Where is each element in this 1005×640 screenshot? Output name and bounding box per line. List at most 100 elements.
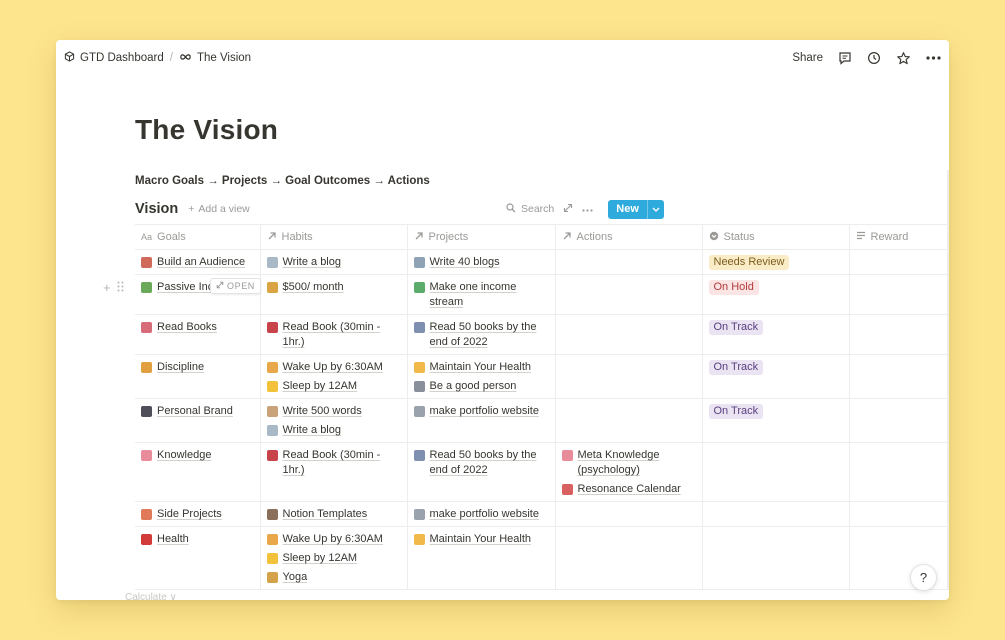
actions-cell[interactable] — [555, 354, 703, 399]
add-view-button[interactable]: + Add a view — [188, 203, 250, 215]
relation-item[interactable]: Meta Knowledge (psychology) — [561, 448, 696, 478]
relation-item[interactable]: Maintain Your Health — [413, 360, 549, 375]
table-row[interactable]: Read Books Read Book (30min - 1hr.) Read 5… — [135, 314, 949, 355]
chevron-down-icon[interactable] — [646, 199, 664, 219]
habits-cell[interactable]: Wake Up by 6:30AM Sleep by 12AM — [260, 354, 408, 399]
column-header-reward[interactable]: Reward — [849, 224, 949, 250]
status-cell[interactable] — [702, 442, 850, 502]
habits-cell[interactable]: Write 500 words Write a blog — [260, 398, 408, 443]
reward-cell[interactable] — [849, 501, 949, 527]
help-button[interactable]: ? — [910, 564, 937, 591]
row-handle[interactable]: + — [103, 280, 124, 295]
projects-cell[interactable]: make portfolio website — [407, 398, 556, 443]
search-button[interactable]: Search — [506, 202, 554, 216]
table-row[interactable]: Side Projects Notion Templates make portfo… — [135, 501, 949, 527]
actions-cell[interactable] — [555, 526, 703, 590]
share-button[interactable]: Share — [792, 52, 823, 64]
habits-cell[interactable]: Read Book (30min - 1hr.) — [260, 314, 408, 355]
goal-cell[interactable]: Health — [135, 526, 261, 590]
projects-cell[interactable]: make portfolio website — [407, 501, 556, 527]
relation-item[interactable]: Sleep by 12AM — [266, 379, 401, 394]
table-row[interactable]: Knowledge Read Book (30min - 1hr.) Read 50… — [135, 442, 949, 502]
new-button[interactable]: New — [608, 199, 664, 219]
goal-title[interactable]: Personal Brand — [141, 404, 254, 419]
column-header-projects[interactable]: Projects — [407, 224, 556, 250]
view-more-options-icon[interactable] — [582, 203, 593, 215]
reward-cell[interactable] — [849, 249, 949, 275]
relation-item[interactable]: Write 500 words — [266, 404, 401, 419]
goal-title[interactable]: Health — [141, 532, 254, 547]
status-cell[interactable]: On Track — [702, 354, 850, 399]
breadcrumb-gtd-dashboard[interactable]: GTD Dashboard — [60, 49, 168, 67]
habits-cell[interactable]: Notion Templates — [260, 501, 408, 527]
comment-icon[interactable] — [835, 49, 855, 67]
actions-cell[interactable] — [555, 274, 703, 315]
projects-cell[interactable]: Make one income stream — [407, 274, 556, 315]
relation-item[interactable]: make portfolio website — [413, 507, 549, 522]
goal-cell[interactable]: Discipline — [135, 354, 261, 399]
actions-cell[interactable] — [555, 314, 703, 355]
goal-title[interactable]: Build an Audience — [141, 255, 254, 270]
reward-cell[interactable] — [849, 442, 949, 502]
relation-item[interactable]: Make one income stream — [413, 280, 549, 310]
add-row-icon[interactable]: + — [103, 280, 111, 295]
relation-item[interactable]: Wake Up by 6:30AM — [266, 360, 401, 375]
actions-cell[interactable]: Meta Knowledge (psychology) Resonance Cal… — [555, 442, 703, 502]
relation-item[interactable]: Read Book (30min - 1hr.) — [266, 320, 401, 350]
relation-item[interactable]: Read 50 books by the end of 2022 — [413, 320, 549, 350]
status-cell[interactable] — [702, 501, 850, 527]
relation-item[interactable]: Be a good person — [413, 379, 549, 394]
relation-item[interactable]: Write a blog — [266, 255, 401, 270]
goal-cell[interactable]: Read Books — [135, 314, 261, 355]
favorite-star-icon[interactable] — [893, 49, 914, 68]
relation-item[interactable]: Maintain Your Health — [413, 532, 549, 547]
relation-item[interactable]: Read 50 books by the end of 2022 — [413, 448, 549, 478]
goal-cell[interactable]: Build an Audience — [135, 249, 261, 275]
more-options-icon[interactable] — [923, 54, 944, 62]
projects-cell[interactable]: Maintain Your Health — [407, 526, 556, 590]
status-cell[interactable]: On Track — [702, 314, 850, 355]
actions-cell[interactable] — [555, 249, 703, 275]
reward-cell[interactable] — [849, 398, 949, 443]
reward-cell[interactable] — [849, 274, 949, 315]
table-row[interactable]: Passive Inc OPEN + $500/ month Make one inco… — [103, 274, 949, 315]
column-header-habits[interactable]: Habits — [260, 224, 408, 250]
relation-item[interactable]: Wake Up by 6:30AM — [266, 532, 401, 547]
relation-item[interactable]: Yoga — [266, 570, 401, 585]
status-cell[interactable]: Needs Review — [702, 249, 850, 275]
relation-item[interactable]: Write 40 blogs — [413, 255, 549, 270]
history-clock-icon[interactable] — [864, 49, 884, 67]
breadcrumb-the-vision[interactable]: The Vision — [175, 50, 255, 66]
goal-title[interactable]: Side Projects — [141, 507, 254, 522]
habits-cell[interactable]: Wake Up by 6:30AM Sleep by 12AM Yoga — [260, 526, 408, 590]
table-row[interactable]: Build an Audience Write a blog Write 40 bl… — [135, 249, 949, 275]
status-cell[interactable]: On Hold — [702, 274, 850, 315]
column-header-goals[interactable]: Aa Goals — [135, 224, 261, 250]
actions-cell[interactable] — [555, 501, 703, 527]
projects-cell[interactable]: Maintain Your Health Be a good person — [407, 354, 556, 399]
column-header-status[interactable]: Status — [702, 224, 850, 250]
projects-cell[interactable]: Read 50 books by the end of 2022 — [407, 314, 556, 355]
relation-item[interactable]: Notion Templates — [266, 507, 401, 522]
actions-cell[interactable] — [555, 398, 703, 443]
reward-cell[interactable] — [849, 354, 949, 399]
relation-item[interactable]: Resonance Calendar — [561, 482, 696, 497]
page-title[interactable]: The Vision — [135, 114, 279, 145]
goal-title[interactable]: Read Books — [141, 320, 254, 335]
goal-cell[interactable]: Personal Brand — [135, 398, 261, 443]
relation-item[interactable]: $500/ month — [266, 280, 401, 295]
status-cell[interactable]: On Track — [702, 398, 850, 443]
goal-cell[interactable]: Side Projects — [135, 501, 261, 527]
database-view-name[interactable]: Vision — [135, 201, 179, 217]
goal-title[interactable]: Knowledge — [141, 448, 254, 463]
open-page-button[interactable]: OPEN — [210, 278, 261, 294]
table-row[interactable]: Personal Brand Write 500 words Write a blo… — [135, 398, 949, 443]
goal-cell[interactable]: Passive Inc OPEN + — [103, 274, 261, 315]
relation-item[interactable]: Sleep by 12AM — [266, 551, 401, 566]
status-cell[interactable] — [702, 526, 850, 590]
habits-cell[interactable]: Read Book (30min - 1hr.) — [260, 442, 408, 502]
expand-icon[interactable] — [563, 203, 573, 216]
reward-cell[interactable] — [849, 314, 949, 355]
drag-handle-icon[interactable] — [117, 280, 124, 295]
table-row[interactable]: Health Wake Up by 6:30AM Sleep by 12AM Yoga… — [135, 526, 949, 590]
